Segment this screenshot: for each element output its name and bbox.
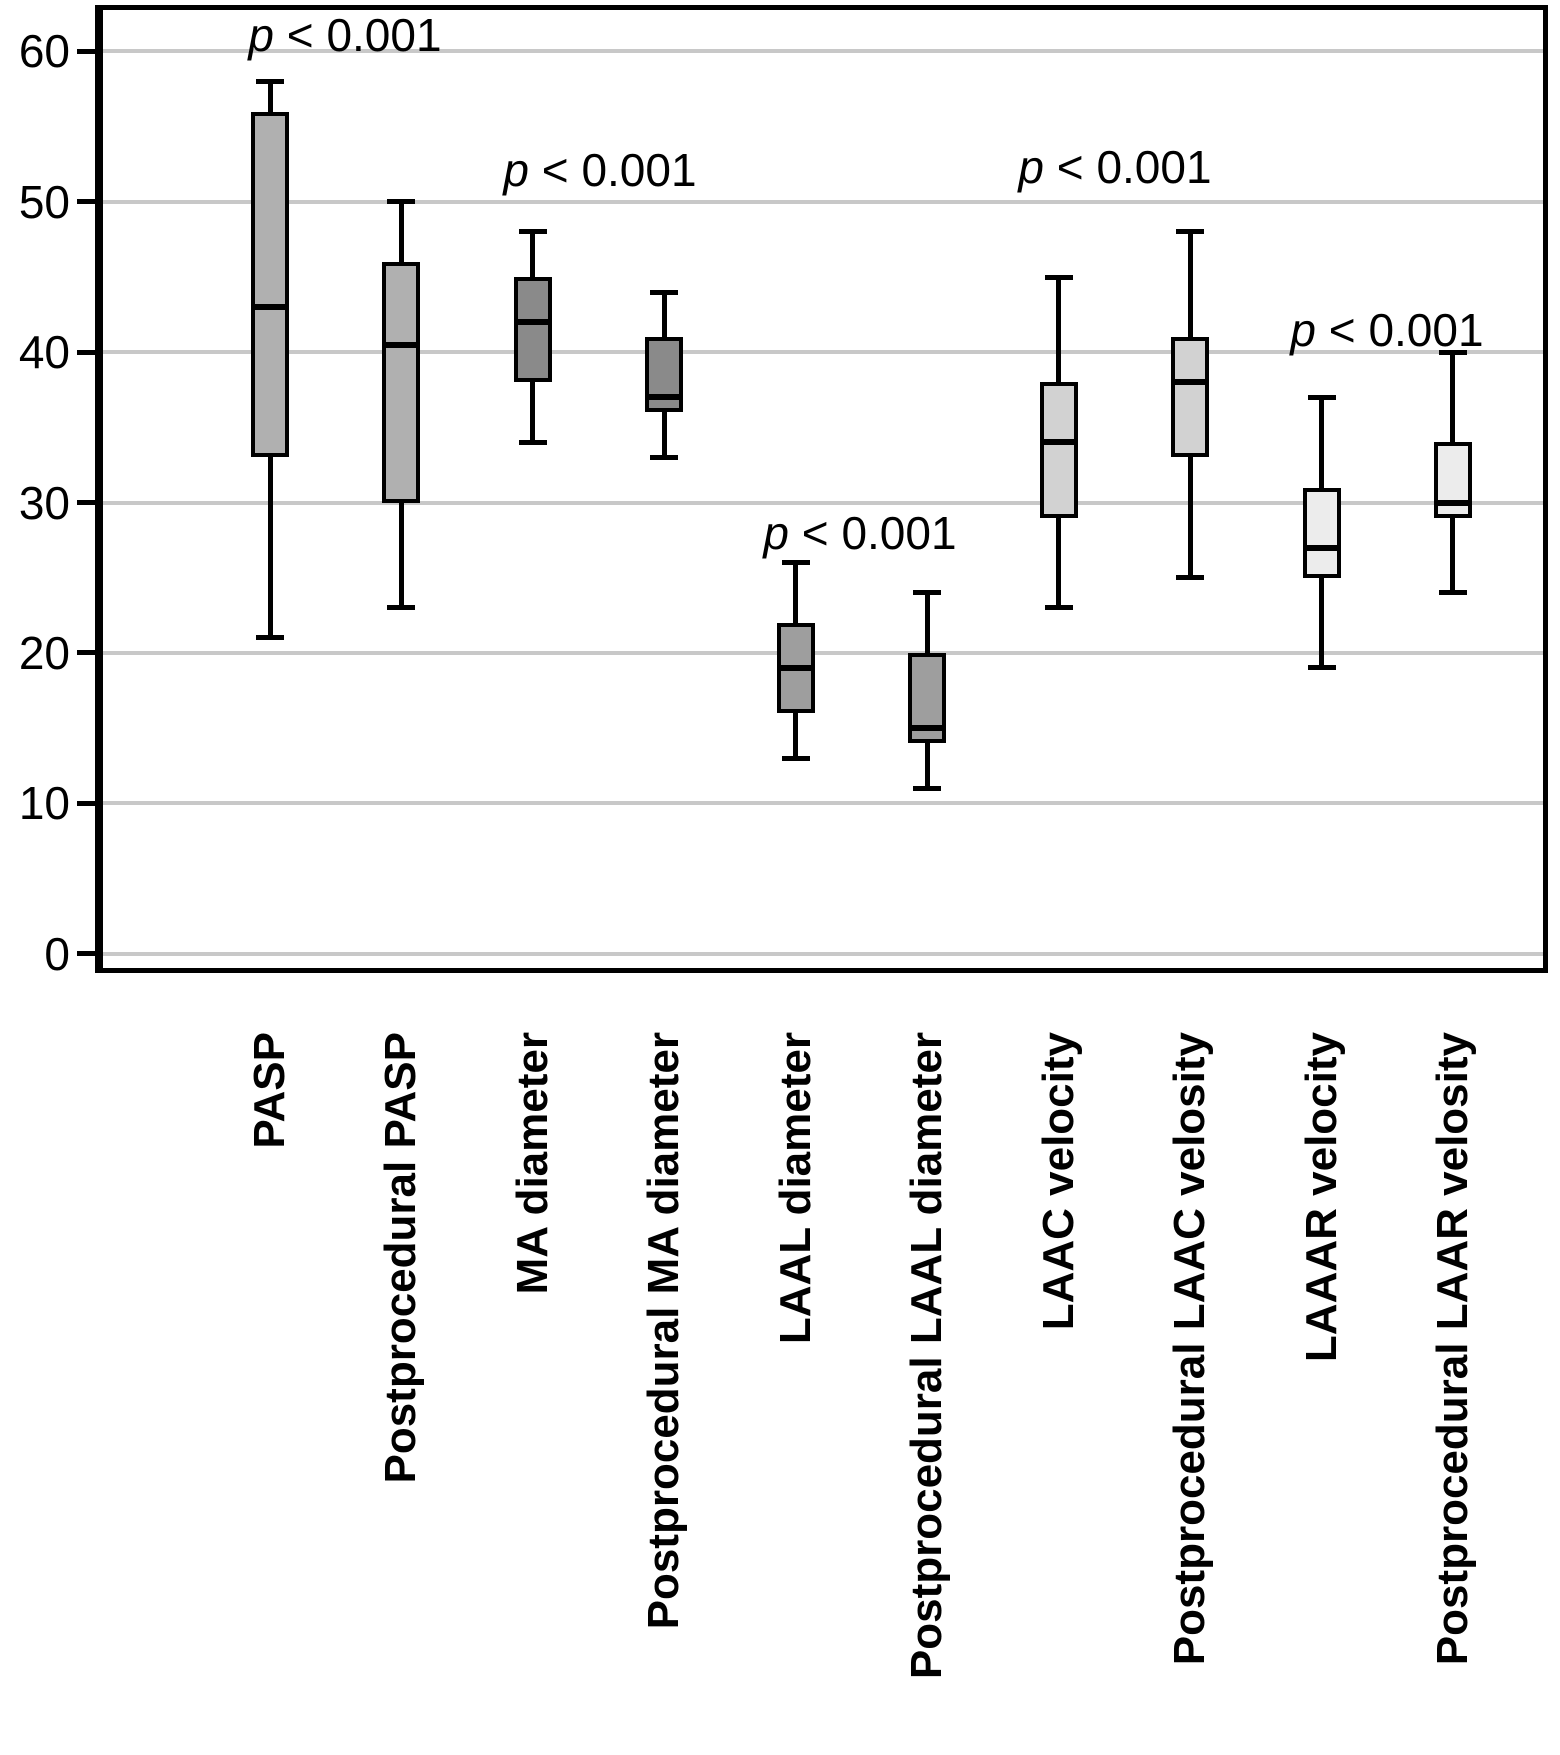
box-whisker-cap-bottom	[518, 439, 547, 445]
p-value-annotation: p < 0.001	[763, 507, 957, 559]
gridline	[103, 199, 1543, 204]
gridline	[103, 801, 1543, 806]
x-category-label: Postprocedural MA diameter	[639, 1032, 689, 1630]
box-whisker-cap-bottom	[650, 454, 679, 460]
box-median-line	[513, 319, 552, 326]
y-axis-tick	[77, 500, 95, 506]
p-value-annotation: p < 0.001	[248, 9, 442, 61]
x-category-label: Postprocedural LAAC velosity	[1165, 1032, 1215, 1666]
y-tick-label: 60	[18, 25, 70, 78]
p-symbol: p	[763, 507, 790, 559]
box-rect	[382, 261, 421, 503]
x-category-label: LAAC velocity	[1033, 1032, 1083, 1331]
y-axis-tick	[77, 349, 95, 355]
y-axis-tick	[77, 650, 95, 656]
box-whisker-cap-top	[650, 289, 679, 295]
y-tick-label: 40	[18, 326, 70, 379]
box-median-line	[776, 664, 815, 671]
box-whisker-cap-bottom	[387, 605, 416, 611]
box-whisker-cap-bottom	[1307, 665, 1336, 671]
gridline	[103, 951, 1543, 956]
p-symbol: p	[503, 144, 530, 196]
x-category-label: Postprocedural LAAL diameter	[902, 1032, 952, 1680]
y-tick-label: 20	[18, 626, 70, 679]
y-tick-label: 50	[18, 175, 70, 228]
box-whisker-cap-bottom	[913, 785, 942, 791]
box-median-line	[1302, 544, 1341, 551]
gridline	[103, 49, 1543, 54]
x-category-label: Postprocedural PASP	[376, 1032, 426, 1484]
box-median-line	[1171, 379, 1210, 386]
box-whisker-cap-bottom	[256, 635, 284, 641]
y-tick-label: 30	[18, 476, 70, 529]
box-whisker-cap-bottom	[1438, 590, 1467, 596]
box-rect	[1433, 442, 1472, 518]
x-category-label: LAAAR velocity	[1296, 1032, 1346, 1363]
y-axis-tick	[77, 199, 95, 205]
box-rect	[1171, 337, 1210, 458]
box-median-line	[1039, 439, 1078, 446]
y-axis-tick	[77, 48, 95, 54]
y-tick-label: 0	[44, 927, 70, 980]
box-rect	[1039, 382, 1078, 518]
p-value-annotation: p < 0.001	[1018, 141, 1212, 193]
p-value-annotation: p < 0.001	[1290, 304, 1484, 356]
y-axis-tick	[77, 951, 95, 957]
gridline	[103, 350, 1543, 355]
x-category-label: Postprocedural LAAR velosity	[1427, 1032, 1477, 1666]
box-whisker-cap-top	[913, 590, 942, 596]
box-median-line	[1433, 499, 1472, 506]
box-median-line	[908, 725, 947, 732]
box-whisker-cap-top	[256, 79, 284, 85]
box-whisker-cap-top	[1307, 394, 1336, 400]
gridline	[103, 500, 1543, 505]
box-whisker-cap-top	[1438, 349, 1467, 355]
box-whisker-cap-top	[387, 199, 416, 205]
box-whisker-cap-top	[1044, 274, 1073, 280]
box-whisker-cap-bottom	[1044, 605, 1073, 611]
p-symbol: p	[1290, 304, 1317, 356]
p-symbol: p	[1018, 141, 1045, 193]
x-category-label: PASP	[245, 1032, 294, 1149]
box-median-line	[382, 341, 421, 348]
x-category-label: MA diameter	[507, 1032, 557, 1295]
gridline	[103, 650, 1543, 655]
box-whisker-cap-bottom	[1176, 575, 1205, 581]
box-whisker-cap-top	[1176, 229, 1205, 235]
box-rect	[1302, 487, 1341, 578]
box-whisker-cap-top	[518, 229, 547, 235]
x-category-label: LAAL diameter	[770, 1032, 820, 1345]
y-axis-tick	[77, 800, 95, 806]
box-whisker-cap-bottom	[781, 755, 810, 761]
box-rect	[251, 111, 289, 458]
box-median-line	[645, 394, 684, 401]
p-value-annotation: p < 0.001	[503, 144, 697, 196]
box-median-line	[251, 304, 289, 311]
box-rect	[513, 277, 552, 383]
plot-frame	[95, 5, 1548, 973]
y-tick-label: 10	[18, 777, 70, 830]
box-rect	[645, 337, 684, 413]
p-symbol: p	[248, 9, 275, 61]
box-whisker-cap-top	[781, 560, 810, 566]
